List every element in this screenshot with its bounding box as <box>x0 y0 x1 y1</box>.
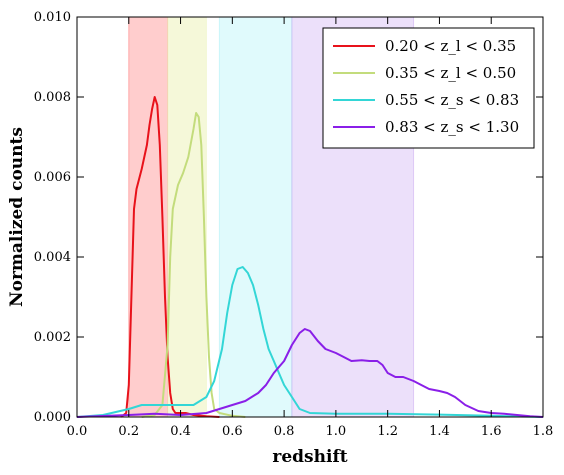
x-tick-label: 1.2 <box>377 424 398 439</box>
y-tick-label: 0.004 <box>34 250 71 265</box>
legend-label-0: 0.20 < z_l < 0.35 <box>385 37 516 55</box>
x-tick-label: 1.0 <box>326 424 347 439</box>
legend: 0.20 < z_l < 0.35 0.35 < z_l < 0.50 0.55 <… <box>322 27 535 149</box>
series-line-2 <box>76 266 544 418</box>
x-tick-label: 0.8 <box>274 424 295 439</box>
x-tick-label: 0.2 <box>118 424 139 439</box>
band-1 <box>167 17 207 417</box>
series-lines <box>76 96 544 418</box>
series-line-1 <box>141 112 246 418</box>
series-line-3 <box>76 328 544 418</box>
x-tick-label: 0.6 <box>222 424 243 439</box>
x-tick-label: 1.4 <box>429 424 450 439</box>
x-tick-label: 1.8 <box>533 424 554 439</box>
x-tick-label: 0.4 <box>170 424 191 439</box>
y-tick-label: 0.000 <box>34 410 71 425</box>
series-line-0 <box>120 96 220 418</box>
y-tick-label: 0.010 <box>34 10 71 25</box>
y-tick-label: 0.008 <box>34 90 71 105</box>
x-axis-title: redshift <box>272 447 347 467</box>
x-tick-label: 0.0 <box>67 424 88 439</box>
plot-frame <box>76 16 544 418</box>
legend-label-2: 0.55 < z_s < 0.83 <box>385 91 519 109</box>
y-axis-title: Normalized counts <box>7 127 27 307</box>
legend-label-1: 0.35 < z_l < 0.50 <box>385 64 516 82</box>
y-tick-label: 0.006 <box>34 170 71 185</box>
band-0 <box>128 17 168 417</box>
axis-ticks: 0.0 0.2 0.4 0.6 0.8 1.0 1.2 1.4 1.6 1.8 0.000 0.002… <box>34 10 554 439</box>
x-tick-label: 1.6 <box>481 424 502 439</box>
legend-label-3: 0.83 < z_s < 1.30 <box>385 118 519 136</box>
y-tick-label: 0.002 <box>34 330 71 345</box>
band-2 <box>219 17 292 417</box>
